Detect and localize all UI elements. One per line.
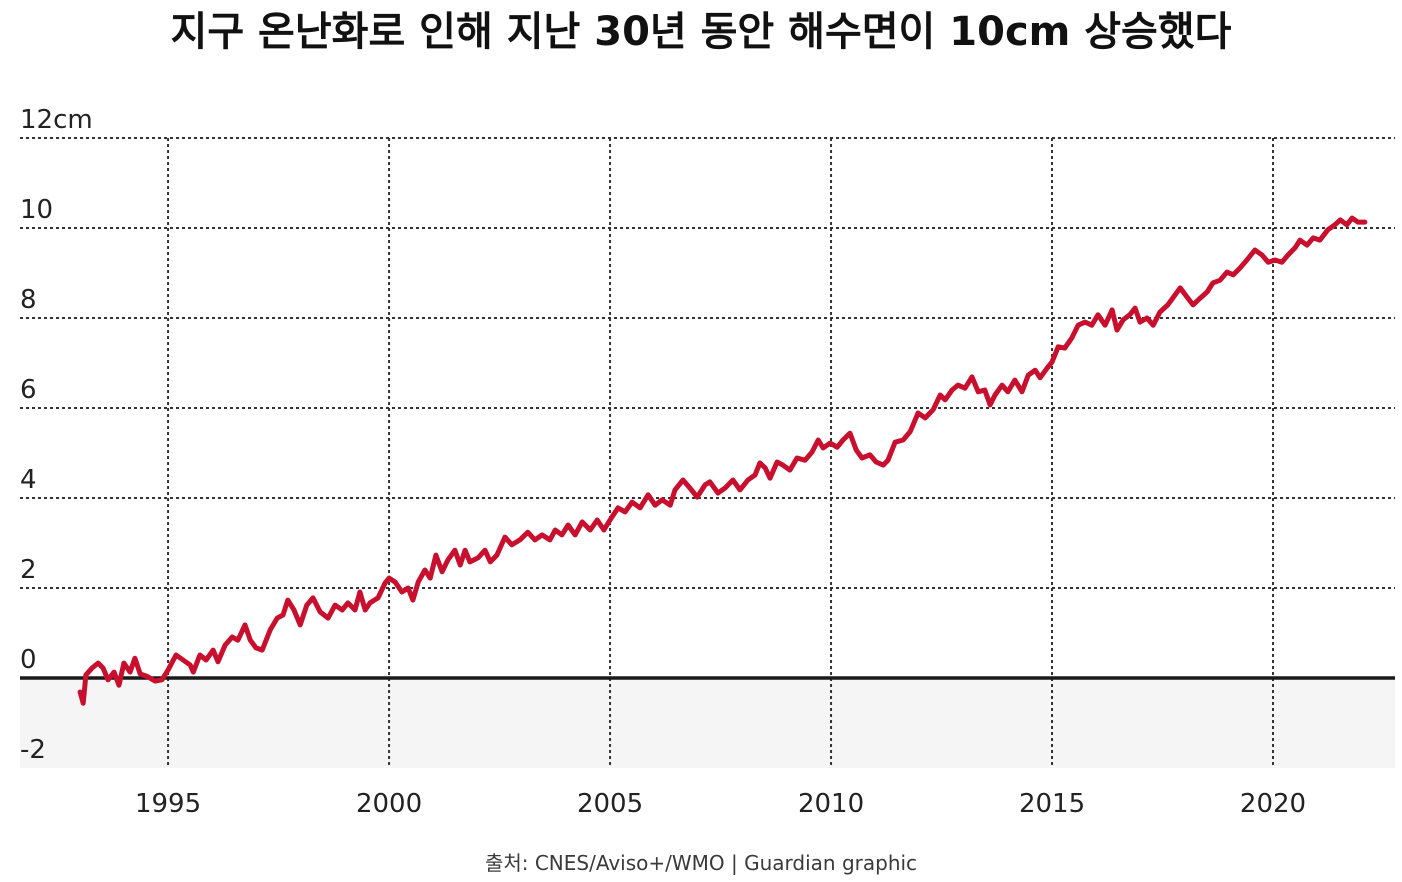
y-tick-label: 2 xyxy=(20,555,37,585)
x-tick-label: 2000 xyxy=(356,789,422,819)
chart-title: 지구 온난화로 인해 지난 30년 동안 해수면이 10cm 상승했다 xyxy=(170,9,1232,55)
y-tick-label: 8 xyxy=(20,285,37,315)
y-tick-label: 0 xyxy=(20,645,37,675)
y-tick-label: 4 xyxy=(20,465,37,495)
x-tick-label: 2020 xyxy=(1240,789,1306,819)
x-tick-label: 1995 xyxy=(135,789,201,819)
x-tick-label: 2005 xyxy=(577,789,643,819)
negative-region-band xyxy=(20,678,1395,768)
y-tick-label: 12cm xyxy=(20,105,93,135)
y-tick-label: -2 xyxy=(20,735,46,765)
x-tick-label: 2010 xyxy=(798,789,864,819)
y-tick-label: 10 xyxy=(20,195,53,225)
sea-level-series-line xyxy=(77,215,1368,706)
source-credit: 출처: CNES/Aviso+/WMO | Guardian graphic xyxy=(484,851,918,875)
x-tick-label: 2015 xyxy=(1019,789,1085,819)
y-tick-label: 6 xyxy=(20,375,37,405)
